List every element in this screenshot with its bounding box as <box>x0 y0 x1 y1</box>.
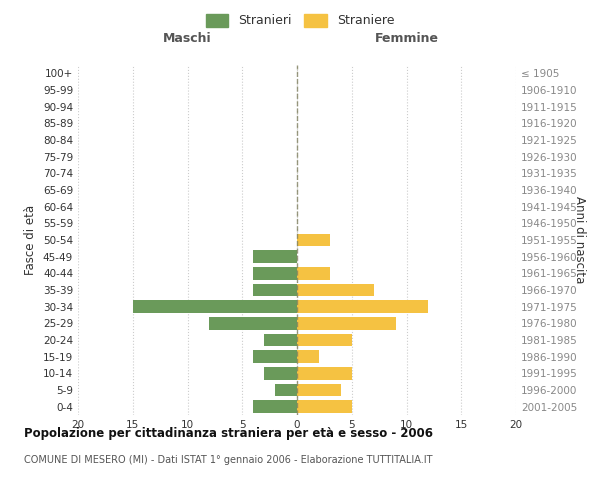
Y-axis label: Fasce di età: Fasce di età <box>25 205 37 275</box>
Bar <box>297 350 319 363</box>
Bar <box>264 334 297 346</box>
Bar <box>297 284 374 296</box>
Bar <box>297 317 395 330</box>
Legend: Stranieri, Straniere: Stranieri, Straniere <box>201 8 399 32</box>
Bar <box>133 300 297 313</box>
Bar <box>253 267 297 280</box>
Text: Popolazione per cittadinanza straniera per età e sesso - 2006: Popolazione per cittadinanza straniera p… <box>24 428 433 440</box>
Bar <box>297 367 352 380</box>
Bar <box>253 284 297 296</box>
Bar <box>297 384 341 396</box>
Bar <box>253 350 297 363</box>
Bar <box>297 300 428 313</box>
Bar <box>297 400 352 413</box>
Text: Maschi: Maschi <box>163 32 212 45</box>
Text: COMUNE DI MESERO (MI) - Dati ISTAT 1° gennaio 2006 - Elaborazione TUTTITALIA.IT: COMUNE DI MESERO (MI) - Dati ISTAT 1° ge… <box>24 455 433 465</box>
Text: Femmine: Femmine <box>374 32 439 45</box>
Bar <box>297 234 330 246</box>
Bar <box>253 400 297 413</box>
Bar <box>264 367 297 380</box>
Bar <box>275 384 297 396</box>
Bar <box>297 267 330 280</box>
Bar <box>253 250 297 263</box>
Y-axis label: Anni di nascita: Anni di nascita <box>573 196 586 284</box>
Bar <box>209 317 297 330</box>
Bar <box>297 334 352 346</box>
